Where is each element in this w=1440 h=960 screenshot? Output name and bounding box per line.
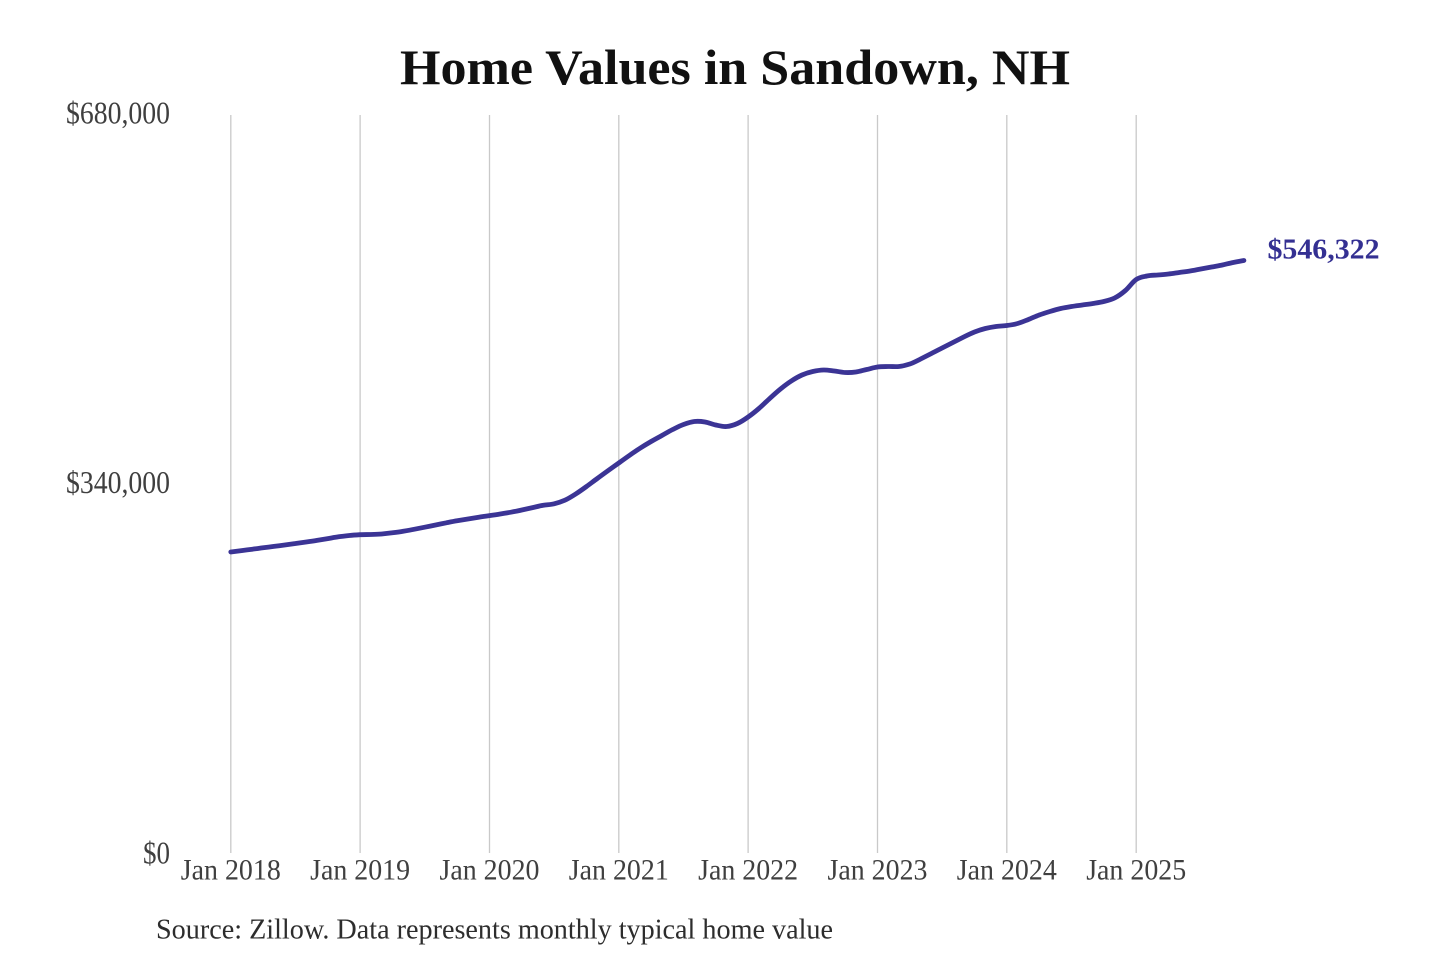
- svg-text:Source: Zillow. Data represent: Source: Zillow. Data represents monthly …: [156, 915, 833, 946]
- svg-text:$680,000: $680,000: [66, 94, 170, 130]
- svg-text:$546,322: $546,322: [1268, 235, 1380, 266]
- svg-text:$0: $0: [143, 834, 170, 870]
- svg-text:Jan 2018: Jan 2018: [181, 854, 281, 887]
- svg-text:$340,000: $340,000: [66, 464, 170, 500]
- svg-text:Jan 2021: Jan 2021: [569, 854, 669, 887]
- svg-text:Jan 2025: Jan 2025: [1086, 854, 1186, 887]
- svg-text:Jan 2022: Jan 2022: [698, 854, 798, 887]
- svg-text:Jan 2024: Jan 2024: [957, 854, 1057, 887]
- svg-text:Jan 2023: Jan 2023: [828, 854, 928, 887]
- svg-text:Home Values in Sandown, NH: Home Values in Sandown, NH: [400, 39, 1070, 95]
- svg-text:Jan 2020: Jan 2020: [440, 854, 540, 887]
- svg-text:Jan 2019: Jan 2019: [310, 854, 410, 887]
